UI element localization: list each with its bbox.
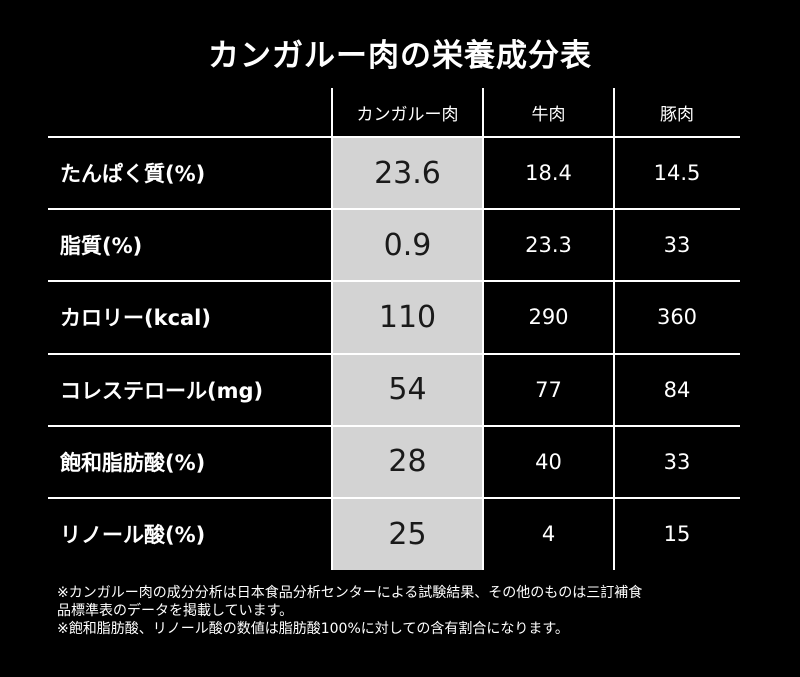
- table-cell: 0.9: [383, 227, 432, 263]
- row-divider: [48, 352, 740, 355]
- table-cell: 110: [378, 299, 437, 335]
- footnote-line: ※カンガルー肉の成分分析は日本食品分析センターによる試験結果、その他のものは三訂…: [57, 585, 643, 601]
- row-divider: [48, 497, 740, 499]
- page-title: カンガルー肉の栄養成分表: [208, 38, 592, 74]
- row-label: コレステロール(mg): [60, 378, 264, 403]
- table-cell: 40: [535, 449, 562, 474]
- row-label: リノール酸(%): [60, 523, 206, 548]
- row-label: 脂質(%): [60, 234, 143, 259]
- row-divider: [48, 424, 740, 427]
- footnotes: ※カンガルー肉の成分分析は日本食品分析センターによる試験結果、その他のものは三訂…: [57, 584, 757, 638]
- table-cell: 23.3: [525, 233, 572, 258]
- column-header: カンガルー肉: [356, 105, 459, 125]
- table-cell: 23.6: [374, 155, 441, 191]
- table-cell: 360: [656, 305, 698, 330]
- column-header: 豚肉: [660, 105, 694, 125]
- table-cell: 33: [663, 449, 691, 474]
- table-cell: 54: [388, 372, 427, 408]
- row-label: たんぱく質(%): [60, 162, 206, 187]
- table-cell: 84: [663, 377, 691, 402]
- table-cell: 33: [663, 233, 691, 258]
- table-cell: 14.5: [653, 161, 701, 186]
- column-divider: [613, 88, 615, 570]
- column-header: 牛肉: [531, 105, 566, 125]
- row-divider: [48, 208, 740, 211]
- nutrition-table: カンガルー肉 牛肉 豚肉たんぱく質(%) 23.6 18.4 14.5 脂質(%) 0.9 23…: [48, 88, 740, 570]
- row-divider: [48, 280, 740, 283]
- table-cell: 290: [528, 305, 569, 330]
- table-cell: 28: [388, 444, 427, 480]
- table-cell: 4: [541, 522, 556, 547]
- column-divider: [482, 88, 484, 570]
- column-divider: [331, 88, 333, 570]
- footnote-line: ※飽和脂肪酸、リノール酸の数値は脂肪酸100%に対しての含有割合になります。: [57, 621, 569, 637]
- table-cell: 18.4: [525, 161, 572, 186]
- row-label: カロリー(kcal): [60, 306, 211, 331]
- row-divider: [48, 136, 740, 138]
- table-cell: 15: [663, 522, 691, 547]
- row-label: 飽和脂肪酸(%): [60, 450, 206, 475]
- table-cell: 25: [388, 516, 427, 552]
- footnote-line: 品標準表のデータを掲載しています。: [57, 603, 294, 619]
- table-cell: 77: [535, 377, 562, 402]
